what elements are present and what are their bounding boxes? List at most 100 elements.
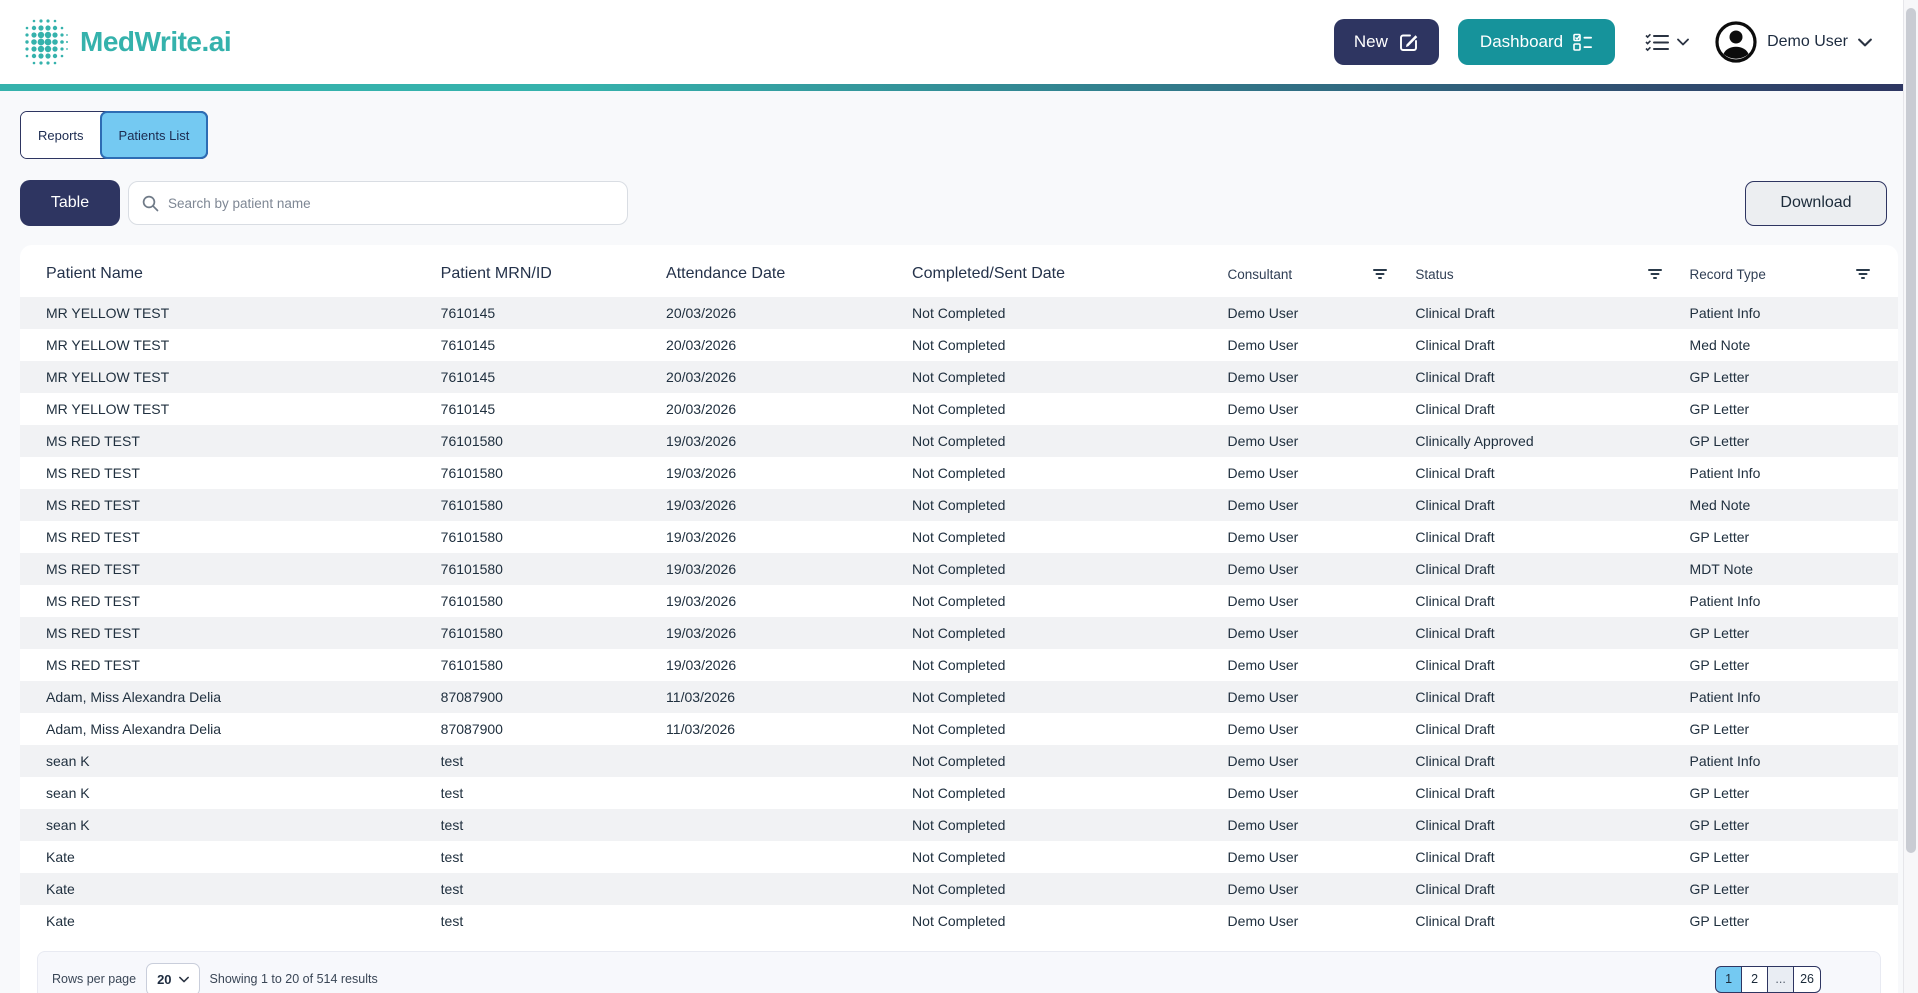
table-row[interactable]: Kate test Not Completed Demo User Clinical D… xyxy=(20,841,1898,873)
table-row[interactable]: Adam, Miss Alexandra Delia 87087900 11/03/… xyxy=(20,713,1898,745)
table-row[interactable]: MR YELLOW TEST 7610145 20/03/2026 Not Compl… xyxy=(20,393,1898,425)
table-cell: Clinical Draft xyxy=(1415,849,1495,865)
scrollbar-thumb[interactable] xyxy=(1906,8,1916,853)
table-cell: Kate xyxy=(46,881,75,897)
table-row[interactable]: MR YELLOW TEST 7610145 20/03/2026 Not Compl… xyxy=(20,297,1898,329)
table-row[interactable]: MS RED TEST 76101580 19/03/2026 Not Complet… xyxy=(20,489,1898,521)
chevron-down-icon xyxy=(1677,38,1689,46)
table-row[interactable]: MR YELLOW TEST 7610145 20/03/2026 Not Compl… xyxy=(20,329,1898,361)
table-cell: 87087900 xyxy=(440,721,503,737)
scrollbar[interactable] xyxy=(1903,0,1918,993)
table-row[interactable]: sean K test Not Completed Demo User Clinical… xyxy=(20,777,1898,809)
search-input[interactable] xyxy=(168,195,614,211)
filter-bars-icon[interactable] xyxy=(1647,269,1662,279)
tab-patients-list[interactable]: Patients List xyxy=(99,111,209,159)
table-row[interactable]: MS RED TEST 76101580 19/03/2026 Not Complet… xyxy=(20,521,1898,553)
chevron-down-icon xyxy=(1858,38,1872,46)
table-cell: 20/03/2026 xyxy=(666,337,737,353)
table-cell: Clinical Draft xyxy=(1415,689,1495,705)
page-button-1[interactable]: 1 xyxy=(1715,965,1743,993)
table-cell: 19/03/2026 xyxy=(666,529,737,545)
column-label: Completed/Sent Date xyxy=(912,265,1066,282)
column-header-record-type[interactable]: Record Type xyxy=(1690,251,1898,297)
table-cell: 11/03/2026 xyxy=(666,689,736,705)
column-header-status[interactable]: Status xyxy=(1415,251,1689,297)
column-label: Status xyxy=(1415,266,1454,282)
table-cell: MS RED TEST xyxy=(46,497,140,513)
table-cell: Clinical Draft xyxy=(1415,369,1495,385)
table-cell: Not Completed xyxy=(912,817,1006,833)
patients-table: Patient Name Patient MRN/ID Attendance Dat… xyxy=(20,251,1898,937)
table-cell: MS RED TEST xyxy=(46,529,140,545)
table-cell: Demo User xyxy=(1227,689,1299,705)
column-label: Consultant xyxy=(1227,266,1293,282)
table-cell: 76101580 xyxy=(440,657,503,673)
table-row[interactable]: Kate test Not Completed Demo User Clinical D… xyxy=(20,873,1898,905)
table-cell: Clinical Draft xyxy=(1415,913,1495,929)
table-cell: Clinical Draft xyxy=(1415,657,1495,673)
table-cell: Patient Info xyxy=(1689,305,1761,321)
toolbar: Table Download xyxy=(20,180,1898,226)
table-cell: Clinical Draft xyxy=(1415,593,1495,609)
table-row[interactable]: MS RED TEST 76101580 19/03/2026 Not Complet… xyxy=(20,649,1898,681)
tab-reports[interactable]: Reports xyxy=(21,112,101,158)
table-cell: Not Completed xyxy=(912,369,1006,385)
dashboard-button[interactable]: Dashboard xyxy=(1457,19,1616,65)
table-cell: GP Letter xyxy=(1689,369,1750,385)
table-cell: Demo User xyxy=(1227,913,1299,929)
download-button[interactable]: Download xyxy=(1745,180,1887,226)
table-row[interactable]: sean K test Not Completed Demo User Clinical… xyxy=(20,745,1898,777)
list-menu[interactable] xyxy=(1645,32,1689,52)
table-cell: 11/03/2026 xyxy=(666,721,736,737)
results-summary: Showing 1 to 20 of 514 results xyxy=(209,972,378,986)
table-cell: GP Letter xyxy=(1689,721,1750,737)
table-cell: Clinical Draft xyxy=(1415,785,1495,801)
table-row[interactable]: MS RED TEST 76101580 19/03/2026 Not Complet… xyxy=(20,425,1898,457)
table-view-button[interactable]: Table xyxy=(20,180,120,226)
table-cell: 19/03/2026 xyxy=(666,433,737,449)
table-cell: Patient Info xyxy=(1689,593,1761,609)
table-cell: Demo User xyxy=(1227,721,1299,737)
column-header-consultant[interactable]: Consultant xyxy=(1228,251,1416,297)
table-cell: Kate xyxy=(46,913,75,929)
table-row[interactable]: MS RED TEST 76101580 19/03/2026 Not Complet… xyxy=(20,585,1898,617)
column-label: Patient MRN/ID xyxy=(440,265,552,282)
table-cell: Demo User xyxy=(1227,465,1299,481)
table-row[interactable]: sean K test Not Completed Demo User Clinical… xyxy=(20,809,1898,841)
table-row[interactable]: MR YELLOW TEST 7610145 20/03/2026 Not Compl… xyxy=(20,361,1898,393)
table-cell: 76101580 xyxy=(440,465,503,481)
table-cell xyxy=(666,809,912,841)
table-cell: GP Letter xyxy=(1689,881,1750,897)
table-cell: Demo User xyxy=(1227,337,1299,353)
table-cell: test xyxy=(440,913,464,929)
table-cell: Patient Info xyxy=(1689,465,1761,481)
table-cell: Demo User xyxy=(1227,561,1299,577)
filter-bars-icon[interactable] xyxy=(1856,269,1870,279)
table-cell: GP Letter xyxy=(1689,785,1750,801)
table-row[interactable]: MS RED TEST 76101580 19/03/2026 Not Complet… xyxy=(20,457,1898,489)
page-button-2[interactable]: 2 xyxy=(1741,965,1769,993)
table-row[interactable]: Kate test Not Completed Demo User Clinical D… xyxy=(20,905,1898,937)
table-cell: Demo User xyxy=(1227,401,1299,417)
table-row[interactable]: MS RED TEST 76101580 19/03/2026 Not Complet… xyxy=(20,617,1898,649)
filter-bars-icon[interactable] xyxy=(1373,269,1388,279)
page-ellipsis[interactable]: ... xyxy=(1767,965,1795,993)
user-menu[interactable]: Demo User xyxy=(1715,21,1872,63)
table-row[interactable]: Adam, Miss Alexandra Delia 87087900 11/03/… xyxy=(20,681,1898,713)
table-cell: MS RED TEST xyxy=(46,561,140,577)
avatar-icon xyxy=(1715,21,1757,63)
table-cell: 20/03/2026 xyxy=(666,401,737,417)
table-cell: test xyxy=(440,753,464,769)
rows-per-page-select[interactable]: 20 xyxy=(146,962,200,993)
table-cell: test xyxy=(440,785,464,801)
new-button[interactable]: New xyxy=(1333,19,1439,65)
table-cell: MR YELLOW TEST xyxy=(46,305,170,321)
table-cell: Demo User xyxy=(1227,785,1299,801)
table-cell: 76101580 xyxy=(440,433,503,449)
table-cell: Clinical Draft xyxy=(1415,401,1495,417)
dashboard-button-label: Dashboard xyxy=(1479,32,1564,51)
table-row[interactable]: MS RED TEST 76101580 19/03/2026 Not Complet… xyxy=(20,553,1898,585)
table-cell: Kate xyxy=(46,849,75,865)
page-button-26[interactable]: 26 xyxy=(1793,965,1821,993)
table-cell: Clinically Approved xyxy=(1415,433,1534,449)
